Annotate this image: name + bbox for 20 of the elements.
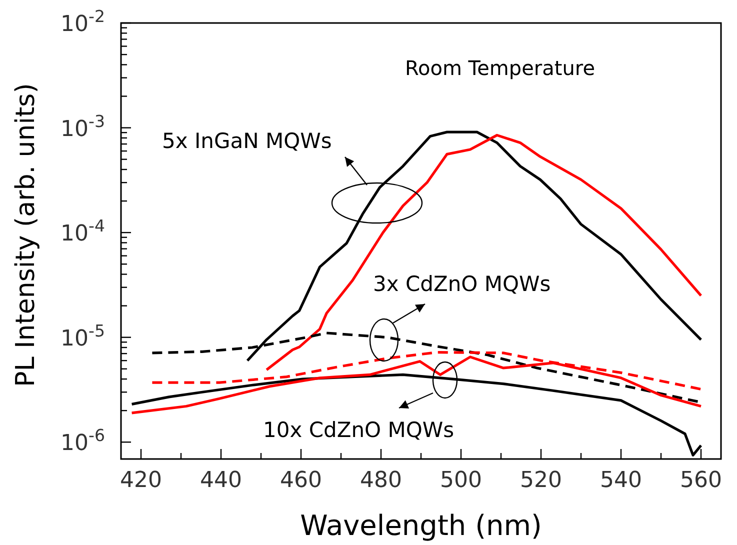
annotation: 5x InGaN MQWs (162, 129, 332, 153)
x-tick-label: 540 (600, 468, 642, 493)
y-tick-label: 10$^{-3}$ (60, 111, 105, 142)
y-tick-label: 10$^{-2}$ (60, 6, 105, 37)
annotation: Room Temperature (405, 56, 595, 80)
y-tick-label: 10$^{-6}$ (60, 426, 105, 456)
x-tick-label: 440 (200, 468, 242, 493)
x-tick-label: 460 (280, 468, 322, 493)
x-tick-label: 420 (120, 468, 162, 493)
x-tick-label: 500 (440, 468, 482, 493)
annotation: 3x CdZnO MQWs (373, 272, 551, 296)
x-tick-label: 480 (360, 468, 402, 493)
x-tick-label: 560 (680, 468, 722, 493)
y-axis-title: PL Intensity (arb. units) (11, 83, 41, 387)
line-series (130, 373, 702, 457)
x-tick-label: 520 (520, 468, 562, 493)
x-axis-title: Wavelength (nm) (300, 509, 542, 542)
y-tick-label: 10$^{-5}$ (60, 320, 105, 352)
y-tick-label: 10$^{-4}$ (60, 216, 105, 247)
annotation: 10x CdZnO MQWs (263, 418, 454, 442)
